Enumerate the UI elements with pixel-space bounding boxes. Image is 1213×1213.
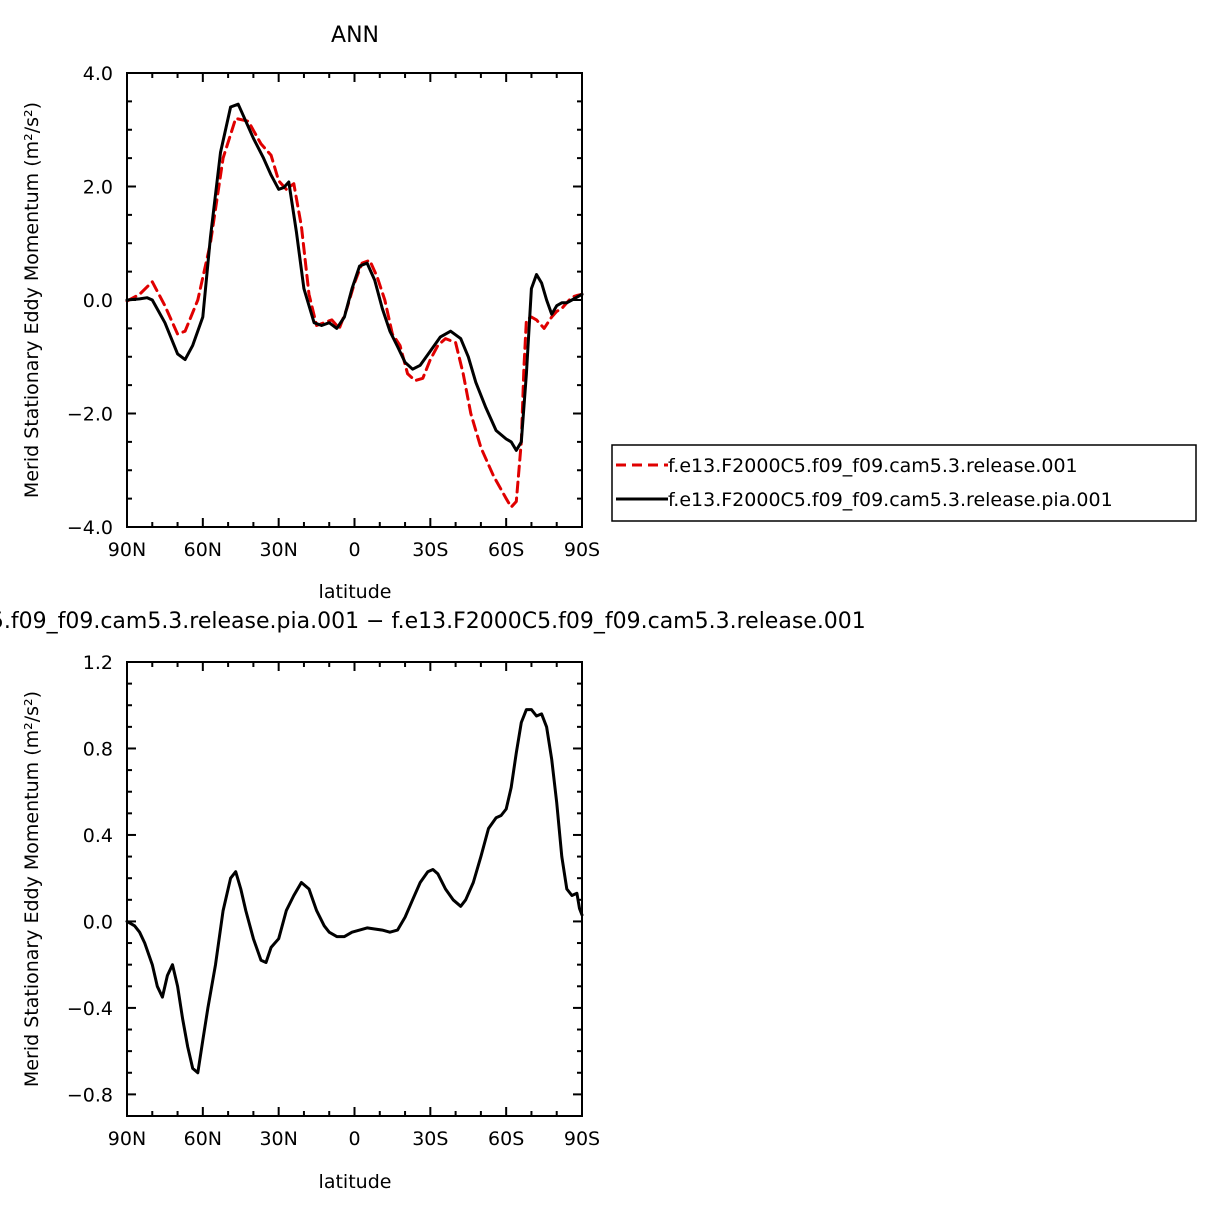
x-tick-label: 30N (259, 1128, 297, 1150)
x-tick-label: 60S (488, 1128, 524, 1150)
y-tick-label: −0.4 (67, 998, 113, 1020)
y-tick-label: 0.0 (83, 911, 113, 933)
top-series-lines (125, 102, 584, 509)
legend: f.e13.F2000C5.f09_f09.cam5.3.release.001… (611, 444, 1197, 522)
bottom-series-lines (125, 708, 584, 1075)
y-tick-label: 0.8 (83, 738, 113, 760)
x-tick-label: 0 (348, 1128, 360, 1150)
x-tick-label: 60N (184, 1128, 222, 1150)
y-tick-label: 0.0 (83, 290, 113, 312)
top-y-axis-title: Merid Stationary Eddy Momentum (m²/s²) (21, 102, 43, 498)
top-panel: ANN 90N 60N 30N 0 30S 60S 90S 4.0 2.0 0.0 −2.0 −4.… (21, 23, 600, 603)
x-tick-label: 0 (348, 539, 360, 561)
top-x-tick-labels: 90N 60N 30N 0 30S 60S 90S (108, 539, 600, 561)
series-line-0 (125, 708, 584, 1075)
x-tick-label: 30S (412, 1128, 448, 1150)
y-tick-label: −0.8 (67, 1084, 113, 1106)
bottom-tick-marks (126, 661, 583, 1117)
x-tick-label: 60N (184, 539, 222, 561)
y-tick-label: 1.2 (83, 652, 113, 674)
y-tick-label: 2.0 (83, 177, 113, 199)
bottom-plot-frame (126, 661, 583, 1117)
bottom-x-tick-labels: 90N 60N 30N 0 30S 60S 90S (108, 1128, 600, 1150)
x-tick-label: 30S (412, 539, 448, 561)
bottom-x-axis-title: latitude (319, 1171, 392, 1193)
x-tick-label: 60S (488, 539, 524, 561)
x-tick-label: 90N (108, 1128, 146, 1150)
top-chart-title: ANN (331, 23, 379, 48)
y-tick-label: −2.0 (67, 404, 113, 426)
x-tick-label: 90S (564, 1128, 600, 1150)
series-line-1 (125, 102, 584, 452)
y-tick-label: −4.0 (67, 517, 113, 539)
top-plot-frame (126, 72, 583, 528)
bottom-y-tick-labels: 1.2 0.8 0.4 0.0 −0.4 −0.8 (67, 652, 113, 1106)
bottom-chart-title: f.e13.F2000C5.f09_f09.cam5.3.release.pia… (0, 609, 866, 634)
x-tick-label: 90N (108, 539, 146, 561)
bottom-y-axis-title: Merid Stationary Eddy Momentum (m²/s²) (21, 691, 43, 1087)
x-tick-label: 30N (259, 539, 297, 561)
x-tick-label: 90S (564, 539, 600, 561)
legend-label-control: f.e13.F2000C5.f09_f09.cam5.3.release.001 (668, 455, 1078, 477)
y-tick-label: 0.4 (83, 825, 113, 847)
top-tick-marks (126, 72, 583, 528)
legend-box (611, 444, 1197, 522)
y-tick-label: 4.0 (83, 63, 113, 85)
top-x-axis-title: latitude (319, 581, 392, 603)
top-y-tick-labels: 4.0 2.0 0.0 −2.0 −4.0 (67, 63, 113, 539)
legend-label-pia: f.e13.F2000C5.f09_f09.cam5.3.release.pia… (668, 489, 1113, 511)
bottom-panel: f.e13.F2000C5.f09_f09.cam5.3.release.pia… (0, 609, 866, 1193)
